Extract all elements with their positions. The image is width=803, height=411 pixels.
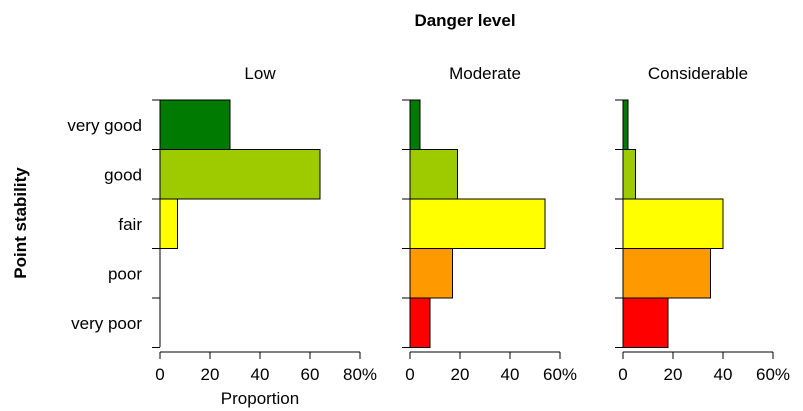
panel-title-moderate: Moderate bbox=[449, 64, 521, 83]
category-label-fair: fair bbox=[118, 215, 142, 234]
bar-low-fair bbox=[159, 198, 178, 249]
bar-considerable-very-good bbox=[622, 99, 629, 150]
y-axis-label: Point stability bbox=[11, 167, 30, 279]
category-label-good: good bbox=[104, 165, 142, 184]
x-axis-label: Proportion bbox=[221, 389, 299, 408]
panel-title-considerable: Considerable bbox=[648, 64, 748, 83]
x-tick-label: 0 bbox=[405, 365, 414, 384]
bar-moderate-poor bbox=[409, 248, 453, 299]
category-label-very-poor: very poor bbox=[71, 314, 142, 333]
x-tick-label: 40 bbox=[501, 365, 520, 384]
x-tick-label: 0 bbox=[155, 365, 164, 384]
bar-moderate-fair bbox=[409, 198, 546, 249]
bar-low-good bbox=[159, 149, 321, 200]
bar-low-very-good bbox=[159, 99, 231, 150]
panel-low: Low 0 20 40 60 80% bbox=[152, 64, 377, 384]
x-tick-label: 20 bbox=[451, 365, 470, 384]
bar-considerable-fair bbox=[622, 198, 724, 249]
bar-moderate-very-good bbox=[409, 99, 421, 150]
x-tick-label: 80% bbox=[343, 365, 377, 384]
chart-title: Danger level bbox=[414, 11, 515, 30]
category-labels: very good good fair poor very poor bbox=[67, 116, 142, 333]
category-label-poor: poor bbox=[108, 264, 142, 283]
bar-considerable-poor bbox=[622, 248, 711, 299]
x-tick-label: 60 bbox=[301, 365, 320, 384]
bar-considerable-good bbox=[622, 149, 636, 200]
panel-moderate: Moderate 0 20 40 60% bbox=[402, 64, 577, 384]
panel-title-low: Low bbox=[244, 64, 276, 83]
bar-moderate-good bbox=[409, 149, 458, 200]
panel-considerable: Considerable 0 20 40 60% bbox=[615, 64, 790, 384]
x-tick-label: 0 bbox=[618, 365, 627, 384]
x-tick-label: 20 bbox=[201, 365, 220, 384]
category-label-very-good: very good bbox=[67, 116, 142, 135]
bar-moderate-very-poor bbox=[409, 297, 431, 348]
x-tick-label: 40 bbox=[251, 365, 270, 384]
bar-considerable-very-poor bbox=[622, 297, 669, 348]
x-tick-label: 40 bbox=[714, 365, 733, 384]
x-tick-label: 20 bbox=[664, 365, 683, 384]
x-tick-label: 60% bbox=[756, 365, 790, 384]
x-tick-label: 60% bbox=[543, 365, 577, 384]
